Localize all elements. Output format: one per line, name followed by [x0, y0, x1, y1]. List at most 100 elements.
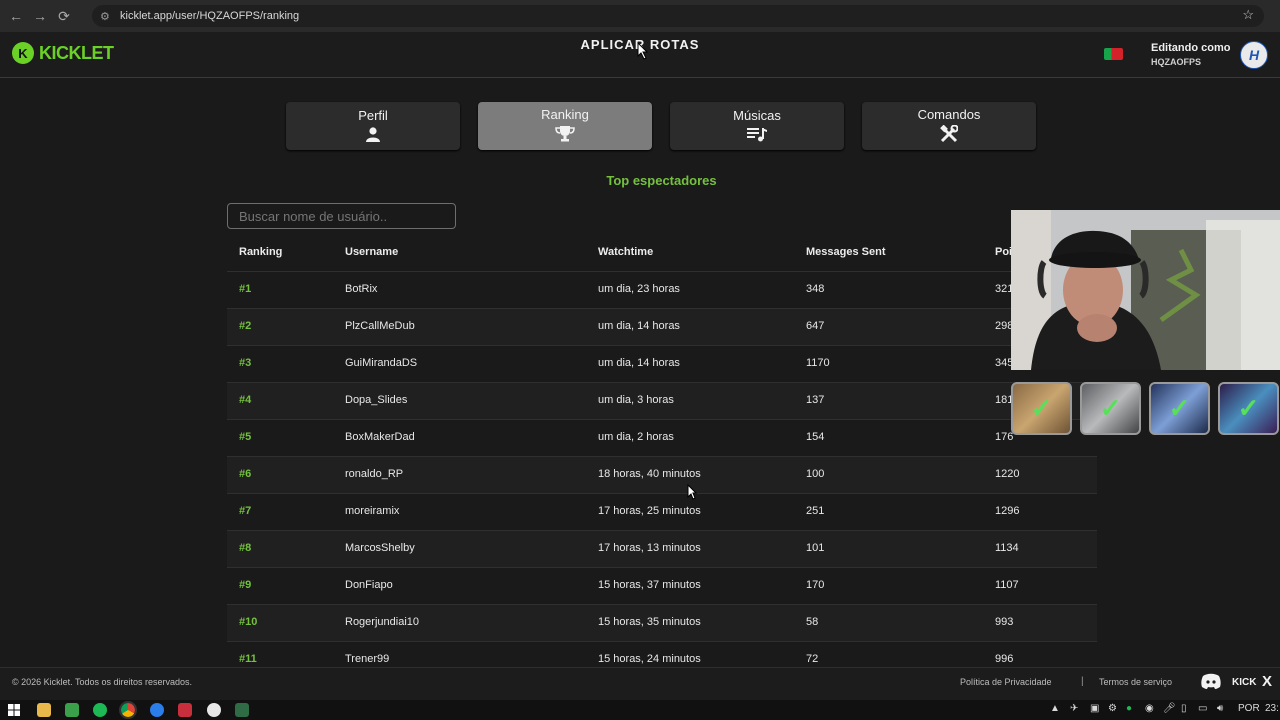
spotify-icon[interactable] [93, 703, 107, 717]
microphone-icon[interactable]: 🎤︎ [1163, 703, 1176, 714]
messages-cell: 348 [806, 283, 825, 295]
username-cell: PlzCallMeDub [345, 320, 415, 332]
file-explorer-icon[interactable] [37, 703, 51, 717]
rank-cell: #1 [239, 283, 252, 295]
mouse-cursor-icon [687, 484, 698, 500]
header-points[interactable]: Poi [995, 246, 1013, 258]
tray-icon[interactable]: ◉ [1145, 703, 1154, 714]
os-taskbar: ▲ ✈ ▣ ⚙ ● ◉ 🎤︎ ▯ ▭ 🔊︎ POR 23: [0, 700, 1280, 720]
app-icon[interactable] [150, 703, 164, 717]
table-row: #7 moreiramix 17 horas, 25 minutos 251 1296 [227, 493, 1097, 530]
ranking-table: Ranking Username Watchtime Messages Sent… [227, 235, 1097, 678]
url-text: kicklet.app/user/HQZAOFPS/ranking [120, 10, 300, 22]
header-watchtime[interactable]: Watchtime [598, 246, 654, 258]
messages-cell: 154 [806, 431, 825, 443]
watchtime-cell: um dia, 23 horas [598, 283, 680, 295]
clock[interactable]: 23: [1265, 703, 1279, 714]
music-list-icon [747, 126, 767, 145]
kicklet-logo[interactable]: K KICKLET [12, 42, 114, 64]
table-row: #10 Rogerjundiai10 15 horas, 35 minutos 58 9… [227, 604, 1097, 641]
table-row: #9 DonFiapo 15 horas, 37 minutos 170 1107 [227, 567, 1097, 604]
points-cell: 345 [995, 357, 1014, 369]
back-icon[interactable]: ← [9, 8, 23, 24]
spotify-tray-icon[interactable]: ● [1126, 703, 1133, 714]
tab-bar: Perfil Ranking Músicas Comandos [286, 102, 1036, 150]
site-settings-icon[interactable]: ⚙ [100, 10, 110, 23]
tab-label: Músicas [733, 107, 781, 123]
terms-link[interactable]: Termos de serviço [1099, 677, 1173, 687]
username-cell: BoxMakerDad [345, 431, 415, 443]
header-username[interactable]: Username [345, 246, 399, 258]
tray-icon[interactable]: ⚙ [1108, 703, 1117, 714]
discord-icon[interactable] [1200, 673, 1222, 692]
language-indicator[interactable]: POR [1238, 703, 1260, 714]
tab-label: Ranking [541, 107, 589, 122]
reload-icon[interactable]: ⟳ [58, 7, 70, 24]
points-cell: 298 [995, 320, 1014, 332]
app-icon[interactable] [207, 703, 221, 717]
network-icon[interactable]: ▭ [1198, 703, 1208, 714]
rank-cell: #11 [239, 653, 257, 665]
x-link-icon[interactable]: X [1262, 673, 1273, 690]
table-row: #1 BotRix um dia, 23 horas 348 321 [227, 271, 1097, 308]
username-cell: DonFiapo [345, 579, 393, 591]
tab-musicas[interactable]: Músicas [670, 102, 844, 150]
table-row: #8 MarcosShelby 17 horas, 13 minutos 101 113… [227, 530, 1097, 567]
portugal-flag-icon[interactable] [1104, 48, 1123, 60]
tray-icon[interactable]: ▣ [1090, 703, 1100, 714]
tab-ranking[interactable]: Ranking [478, 102, 652, 150]
table-header: Ranking Username Watchtime Messages Sent… [227, 235, 1097, 271]
mouse-cursor-icon [637, 42, 649, 60]
tab-comandos[interactable]: Comandos [862, 102, 1036, 150]
avatar[interactable]: H [1240, 41, 1268, 69]
editing-username: HQZAOFPS [1151, 57, 1202, 67]
achievement-badges: ✓ ✓ ✓ ✓ [1011, 382, 1279, 435]
chrome-icon[interactable] [119, 701, 137, 719]
messages-cell: 101 [806, 542, 825, 554]
username-cell: ronaldo_RP [345, 468, 404, 480]
nvidia-icon[interactable]: ▲ [1050, 703, 1060, 714]
app-icon[interactable] [178, 703, 192, 717]
webcam-overlay [1011, 210, 1280, 370]
points-cell: 993 [995, 616, 1014, 628]
messages-cell: 251 [806, 505, 825, 517]
watchtime-cell: um dia, 14 horas [598, 357, 680, 369]
tray-icon[interactable]: ✈ [1070, 703, 1079, 714]
badge-check-icon: ✓ [1011, 382, 1072, 435]
table-row: #6 ronaldo_RP 18 horas, 40 minutos 100 1220 [227, 456, 1097, 493]
header-ranking[interactable]: Ranking [239, 246, 283, 258]
watchtime-cell: um dia, 14 horas [598, 320, 680, 332]
messages-cell: 647 [806, 320, 825, 332]
app-icon[interactable] [235, 703, 249, 717]
kick-link-icon[interactable]: KICK [1232, 677, 1257, 688]
watchtime-cell: 15 horas, 35 minutos [598, 616, 701, 628]
table-row: #3 GuiMirandaDS um dia, 14 horas 1170 345 [227, 345, 1097, 382]
bookmark-star-icon[interactable]: ☆ [1242, 7, 1254, 22]
search-input[interactable] [227, 203, 456, 229]
watchtime-cell: 15 horas, 24 minutos [598, 653, 701, 665]
username-cell: Rogerjundiai10 [345, 616, 419, 628]
forward-icon[interactable]: → [33, 8, 47, 24]
username-cell: Trener99 [345, 653, 390, 665]
volume-icon[interactable]: 🔊︎ [1217, 703, 1224, 714]
address-bar[interactable]: ⚙ kicklet.app/user/HQZAOFPS/ranking ☆ [92, 5, 1264, 27]
logo-mark-icon: K [12, 42, 34, 64]
browser-toolbar: ← → ⟳ ⚙ kicklet.app/user/HQZAOFPS/rankin… [0, 0, 1280, 32]
tab-perfil[interactable]: Perfil [286, 102, 460, 150]
points-cell: 1296 [995, 505, 1020, 517]
table-row: #4 Dopa_Slides um dia, 3 horas 137 181 [227, 382, 1097, 419]
logo-text: KICKLET [39, 42, 114, 63]
editing-label: Editando como [1151, 42, 1231, 54]
rank-cell: #3 [239, 357, 252, 369]
rank-cell: #7 [239, 505, 252, 517]
username-cell: BotRix [345, 283, 378, 295]
battery-icon[interactable]: ▯ [1181, 703, 1187, 714]
header-messages-sent[interactable]: Messages Sent [806, 246, 886, 258]
app-icon[interactable] [65, 703, 79, 717]
privacy-link[interactable]: Política de Privacidade [960, 677, 1052, 687]
windows-start-icon[interactable] [8, 704, 20, 716]
points-cell: 996 [995, 653, 1014, 665]
watchtime-cell: 15 horas, 37 minutos [598, 579, 701, 591]
trophy-icon [555, 125, 575, 145]
table-row: #2 PlzCallMeDub um dia, 14 horas 647 298 [227, 308, 1097, 345]
